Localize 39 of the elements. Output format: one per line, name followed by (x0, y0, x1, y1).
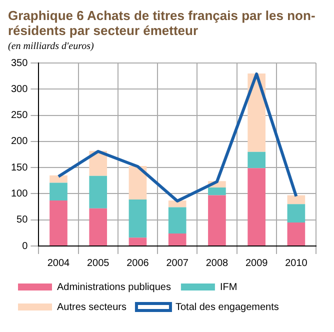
y-tick-label: 250 (10, 110, 28, 122)
x-tick-label: 2004 (47, 258, 70, 269)
bar (208, 195, 226, 246)
bar (208, 187, 226, 196)
x-tick-label: 2009 (245, 258, 268, 269)
x-tick-label: 2007 (166, 258, 189, 269)
y-tick-label: 200 (10, 136, 28, 148)
legend-label: Administrations publiques (57, 282, 171, 293)
y-tick-label: 50 (16, 214, 28, 226)
bar (248, 168, 266, 246)
x-tick-label: 2006 (126, 258, 150, 269)
y-tick-label: 100 (10, 188, 28, 200)
bar (287, 222, 306, 246)
bar (128, 199, 147, 238)
y-tick-label: 350 (10, 58, 28, 69)
bar (128, 166, 147, 200)
bar (287, 195, 306, 204)
bar (89, 176, 108, 208)
bar (89, 208, 108, 246)
y-tick-label: 0 (22, 240, 28, 252)
bar (287, 204, 306, 222)
x-tick-label: 2010 (285, 258, 308, 269)
bar (50, 182, 68, 201)
x-tick-label: 2008 (206, 258, 229, 269)
legend-label: Autres secteurs (57, 302, 126, 313)
bar (168, 207, 186, 234)
bar (128, 238, 147, 246)
bar (50, 175, 68, 183)
bar (248, 152, 266, 168)
x-tick-label: 2005 (86, 258, 110, 269)
chart-subtitle: (en milliards d'euros) (8, 41, 95, 52)
chart-title: Graphique 6 Achats de titres français par les non-résidents par secteur émetteur (8, 8, 316, 38)
y-tick-label: 150 (10, 162, 28, 174)
bar (168, 233, 186, 246)
y-tick-label: 300 (10, 84, 28, 95)
bar (168, 200, 186, 208)
bar (50, 200, 68, 246)
legend-label: IFM (220, 282, 238, 293)
legend-label: Total des engagements (175, 302, 279, 313)
